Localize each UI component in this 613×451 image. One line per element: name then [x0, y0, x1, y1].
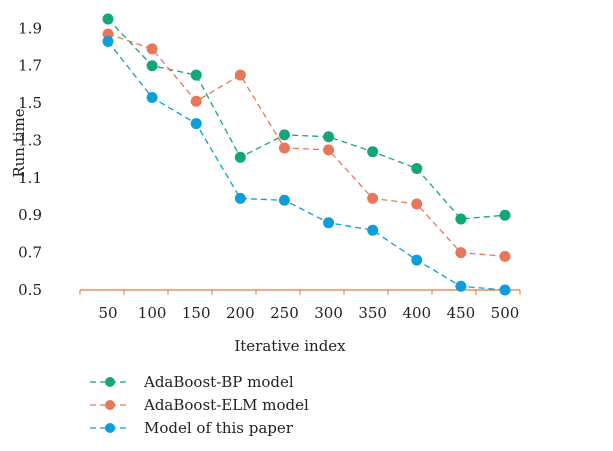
- series-layer: [102, 13, 511, 296]
- legend-item-adaboost-elm: AdaBoost-ELM model: [88, 393, 309, 416]
- y-tick-label: 1.3: [18, 131, 42, 149]
- x-tick-label: 100: [138, 304, 167, 322]
- y-tick-label: 0.7: [18, 244, 42, 262]
- data-point: [499, 250, 511, 262]
- legend-swatch-icon: [90, 422, 130, 433]
- data-point: [411, 254, 423, 266]
- x-tick-label: 250: [270, 304, 299, 322]
- legend-label: Model of this paper: [144, 418, 293, 437]
- data-point: [146, 43, 158, 55]
- data-point: [455, 280, 467, 292]
- data-point: [234, 151, 246, 163]
- series-2: [102, 35, 511, 296]
- x-axis-ticks: 50 100 150 200 250 300 350 400 450 500: [79, 290, 521, 322]
- data-point: [367, 224, 379, 236]
- data-point: [234, 69, 246, 81]
- x-tick-label: 400: [402, 304, 431, 322]
- data-point: [102, 35, 114, 47]
- data-point: [234, 192, 246, 204]
- data-point: [146, 60, 158, 72]
- legend-item-adaboost-bp: AdaBoost-BP model: [88, 370, 309, 393]
- legend-swatch-icon: [90, 376, 130, 387]
- data-point: [499, 284, 511, 296]
- y-tick-label: 1.7: [18, 57, 42, 75]
- data-point: [411, 163, 423, 175]
- data-point: [455, 247, 467, 259]
- data-point: [367, 192, 379, 204]
- x-tick-label: 450: [447, 304, 476, 322]
- data-point: [190, 95, 202, 107]
- x-tick-label: 150: [182, 304, 211, 322]
- series-1: [102, 28, 511, 262]
- y-tick-label: 1.1: [18, 169, 42, 187]
- y-tick-label: 1.9: [18, 19, 42, 37]
- y-tick-label: 0.9: [18, 206, 42, 224]
- data-point: [499, 209, 511, 221]
- data-point: [367, 146, 379, 158]
- data-point: [278, 194, 290, 206]
- legend-label: AdaBoost-ELM model: [144, 395, 309, 414]
- legend-swatch-icon: [90, 399, 130, 410]
- data-point: [323, 144, 335, 156]
- x-tick-label: 500: [491, 304, 520, 322]
- y-tick-label: 1.5: [18, 94, 42, 112]
- x-tick-label: 50: [98, 304, 117, 322]
- series-line: [107, 33, 506, 258]
- x-tick-label: 200: [226, 304, 255, 322]
- data-point: [278, 142, 290, 154]
- series-0: [102, 13, 511, 225]
- x-axis-title: Iterative index: [234, 337, 346, 355]
- series-line: [107, 18, 506, 220]
- data-point: [102, 13, 114, 25]
- data-point: [190, 118, 202, 130]
- x-tick-label: 300: [314, 304, 343, 322]
- data-point: [455, 213, 467, 225]
- data-point: [190, 69, 202, 81]
- y-tick-label: 0.5: [18, 281, 42, 299]
- data-point: [411, 198, 423, 210]
- y-axis-ticks: 0.5 0.7 0.9 1.1 1.3 1.5 1.7 1.9: [18, 19, 42, 299]
- data-point: [278, 129, 290, 141]
- data-point: [323, 131, 335, 143]
- legend-label: AdaBoost-BP model: [144, 372, 294, 391]
- data-point: [323, 217, 335, 229]
- legend-item-this-paper: Model of this paper: [88, 416, 309, 439]
- data-point: [146, 91, 158, 103]
- line-chart: 0.5 0.7 0.9 1.1 1.3 1.5 1.7 1.9 50 100 150 200 250 3…: [10, 13, 521, 355]
- legend: AdaBoost-BP model AdaBoost-ELM model Mod…: [88, 370, 309, 439]
- y-axis-title: Run time: [10, 108, 28, 177]
- x-tick-label: 350: [358, 304, 387, 322]
- series-line: [107, 41, 506, 291]
